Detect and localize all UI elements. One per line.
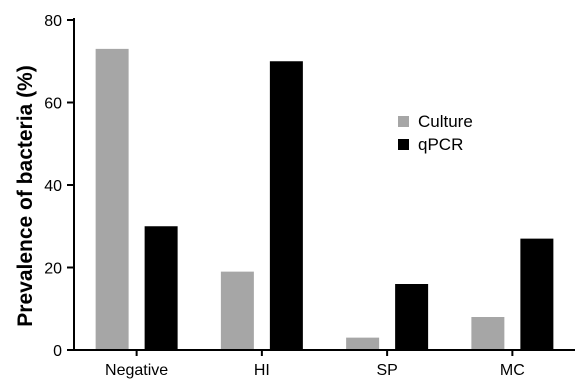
axes-layer: 0 20 40 60 80 Negative HI SP MC (44, 13, 575, 379)
y-tick-label: 40 (44, 178, 62, 195)
bar-qpcr-hi (269, 61, 303, 350)
y-tick-label: 0 (53, 343, 62, 360)
y-tick-label: 80 (44, 13, 62, 30)
y-tick-label: 60 (44, 96, 62, 113)
legend-label-qpcr: qPCR (418, 135, 463, 154)
legend-swatch-culture (398, 116, 409, 127)
bar-culture-hi (220, 271, 254, 350)
bar-culture-sp (346, 337, 380, 350)
bar-qpcr-mc (520, 238, 554, 350)
legend-swatch-qpcr (398, 139, 409, 150)
x-tick-label: MC (500, 362, 525, 379)
bar-qpcr-negative (144, 226, 178, 350)
y-axis-title: Prevalence of bacteria (%) (14, 65, 37, 326)
bar-culture-negative (95, 48, 129, 350)
x-tick-label: SP (376, 362, 397, 379)
bars-layer (95, 48, 554, 350)
legend: Culture qPCR (398, 112, 473, 154)
y-tick-label: 20 (44, 261, 62, 278)
x-tick-label: HI (254, 362, 270, 379)
bar-qpcr-sp (395, 284, 429, 350)
legend-label-culture: Culture (418, 112, 473, 131)
bar-culture-mc (471, 317, 505, 350)
x-tick-label: Negative (105, 362, 168, 379)
